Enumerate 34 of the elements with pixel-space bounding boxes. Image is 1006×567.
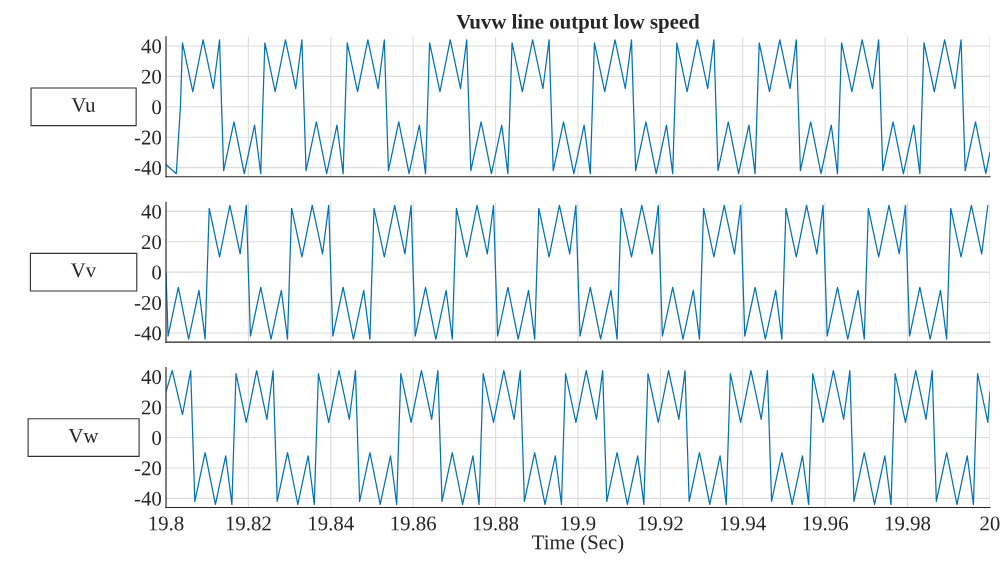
y-tick-label: 20 xyxy=(141,69,162,84)
y-tick-label: 40 xyxy=(141,370,162,385)
y-tick-label: -40 xyxy=(134,160,162,176)
x-tick-label: 19.96 xyxy=(803,516,848,531)
line-series xyxy=(165,204,989,340)
y-tick-label: -20 xyxy=(134,295,162,310)
line-series xyxy=(165,370,990,506)
y-tick-label: 20 xyxy=(141,235,162,250)
x-tick-label: 19.8 xyxy=(149,516,184,531)
x-tick-label: 19.94 xyxy=(721,516,766,531)
y-tick-label: -20 xyxy=(134,461,162,476)
y-tick-label: 0 xyxy=(152,265,162,280)
x-tick-label: 19.92 xyxy=(638,516,683,531)
x-axis-title: Time (Sec) xyxy=(532,534,624,554)
x-tick-label: 19.82 xyxy=(226,516,271,531)
x-tick-label: 20 xyxy=(980,516,1000,531)
y-tick-label: 40 xyxy=(141,39,162,54)
x-tick-label: 19.84 xyxy=(309,516,354,531)
y-tick-label: -40 xyxy=(134,491,162,506)
y-tick-label: 0 xyxy=(152,430,162,445)
chart-title: Vuvw line output low speed xyxy=(456,14,700,33)
y-axis-title: Vv xyxy=(70,263,97,278)
x-tick-label: 19.9 xyxy=(561,516,596,531)
x-tick-label: 19.86 xyxy=(391,516,436,531)
y-tick-label: -20 xyxy=(134,130,162,145)
y-tick-label: 40 xyxy=(141,204,162,219)
y-axis-title: Vw xyxy=(68,428,99,443)
y-tick-label: -40 xyxy=(134,326,162,341)
x-tick-label: 19.98 xyxy=(885,516,931,531)
x-tick-label: 19.88 xyxy=(473,516,519,531)
y-axis-title: Vu xyxy=(71,98,96,113)
y-tick-label: 0 xyxy=(152,100,162,115)
line-series xyxy=(165,39,990,175)
y-tick-label: 20 xyxy=(141,400,162,415)
